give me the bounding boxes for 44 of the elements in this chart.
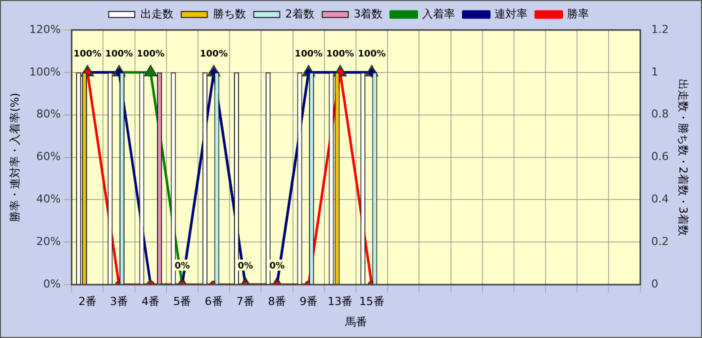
y2-axis-title: 出走数・勝ち数・2着数・3着数 [676, 78, 690, 236]
data-label: 0% [238, 261, 254, 272]
x-tick-label: 13番 [328, 295, 353, 308]
legend-label: 出走数 [140, 7, 174, 20]
y-tick-label: 40% [36, 192, 61, 206]
data-label: 0% [269, 261, 285, 272]
x-tick-label: 5番 [173, 295, 192, 308]
y-tick-label: 60% [36, 150, 61, 164]
data-label: 0% [174, 261, 190, 272]
x-axis-title: 馬番 [344, 315, 367, 328]
y-tick-label: 80% [36, 108, 61, 121]
x-tick-label: 8番 [268, 295, 286, 308]
y2-tick-label: 0.2 [651, 235, 669, 248]
y-tick-label: 20% [36, 235, 61, 248]
data-label: 100% [74, 49, 102, 60]
y-axis-title: 勝率・連対率・入着率(%) [8, 92, 22, 222]
x-tick-label: 2番 [78, 295, 96, 308]
legend-label: 連対率 [494, 7, 528, 20]
x-tick-label: 15番 [359, 295, 384, 308]
data-label: 100% [200, 49, 228, 60]
legend-label: 勝率 [567, 7, 590, 20]
data-label: 100% [326, 49, 354, 60]
legend-label: 勝ち数 [212, 7, 246, 20]
y-tick-label: 100% [29, 65, 61, 78]
y2-tick-label: 1.2 [651, 22, 669, 36]
data-label: 100% [294, 49, 322, 60]
y2-tick-label: 0 [651, 277, 658, 290]
x-tick-label: 7番 [236, 295, 254, 308]
x-tick-label: 9番 [300, 295, 318, 308]
legend-label: 2着数 [285, 7, 314, 20]
y2-tick-label: 0.4 [651, 192, 669, 206]
data-label: 100% [358, 49, 386, 60]
y2-tick-label: 0.8 [651, 108, 669, 121]
y-tick-label: 0% [43, 277, 61, 290]
y-tick-label: 120% [29, 22, 61, 36]
data-label: 100% [136, 49, 165, 60]
data-label: 100% [105, 49, 133, 60]
legend-label: 入着率 [422, 7, 456, 20]
legend-label: 3着数 [354, 7, 383, 20]
x-tick-label: 3番 [110, 295, 128, 308]
x-tick-label: 4番 [142, 295, 160, 308]
y2-tick-label: 1 [651, 65, 658, 78]
y2-tick-label: 0.6 [651, 150, 669, 164]
x-tick-label: 6番 [204, 295, 223, 308]
